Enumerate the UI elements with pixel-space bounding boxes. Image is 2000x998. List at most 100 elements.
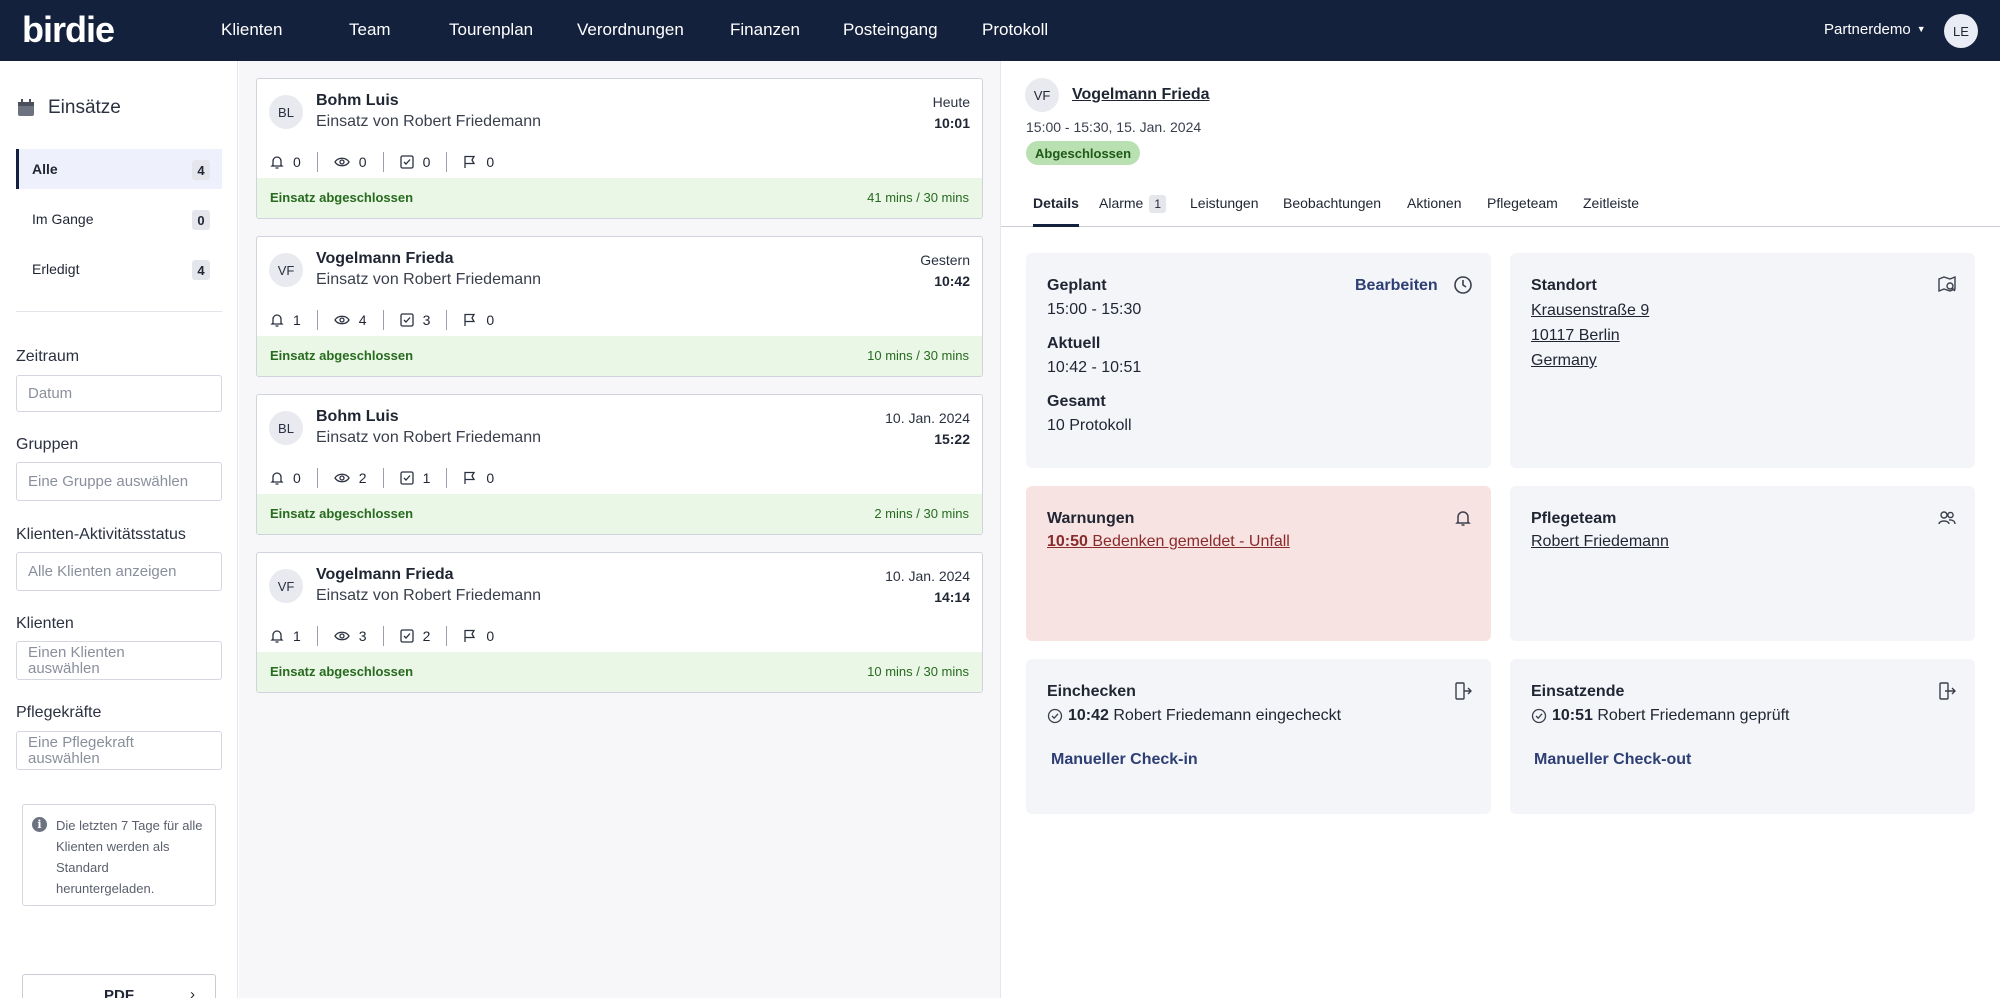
nav-klienten[interactable]: Klienten	[221, 20, 283, 39]
alarm-count-badge: 1	[1149, 195, 1167, 213]
check-circle-icon	[1531, 708, 1547, 724]
client-select[interactable]: Einen Klienten auswählen	[16, 641, 222, 680]
stat-separator	[446, 152, 448, 172]
tab-alarme[interactable]: Alarme 1	[1099, 195, 1167, 213]
visit-stats: 1 3 2 0	[270, 626, 494, 646]
tasks-stat: 2	[399, 628, 431, 644]
observations-stat: 2	[334, 470, 367, 486]
user-avatar[interactable]: LE	[1944, 14, 1978, 48]
check-out-status: 10:51 Robert Friedemann geprüft	[1531, 707, 1789, 725]
sidebar-divider	[16, 311, 222, 312]
caregiver-select[interactable]: Eine Pflegekraft auswählen	[16, 731, 222, 770]
stat-separator	[382, 310, 384, 330]
tab-leistungen[interactable]: Leistungen	[1190, 195, 1259, 211]
bell-icon	[1455, 511, 1471, 526]
tasks-count: 1	[422, 470, 431, 486]
check-out-panel: Einsatzende 10:51 Robert Friedemann gepr…	[1510, 659, 1975, 814]
flags-stat: 0	[463, 628, 494, 644]
client-name: Vogelmann Frieda	[316, 566, 454, 583]
visit-stats: 0 0 0 0	[270, 152, 494, 172]
edit-button[interactable]: Bearbeiten	[1355, 277, 1438, 294]
tab-details[interactable]: Details	[1033, 195, 1079, 211]
filter-erledigt[interactable]: Erledigt 4	[16, 249, 222, 289]
tab-aktionen[interactable]: Aktionen	[1407, 195, 1462, 211]
care-team-panel: Pflegeteam Robert Friedemann	[1510, 486, 1975, 641]
checkbox-icon	[399, 629, 414, 643]
alerts-stat: 0	[270, 470, 301, 486]
address-city[interactable]: 10117 Berlin	[1531, 327, 1620, 344]
visit-card[interactable]: BL Bohm Luis Einsatz von Robert Friedemann…	[256, 394, 983, 535]
tab-beobachtungen[interactable]: Beobachtungen	[1283, 195, 1382, 211]
eye-icon	[334, 631, 350, 641]
filter-label: Alle	[32, 161, 58, 177]
address-street[interactable]: Krausenstraße 9	[1531, 302, 1650, 319]
address-country[interactable]: Germany	[1531, 352, 1597, 369]
date-input[interactable]: Datum	[16, 375, 222, 412]
aktuell-label: Aktuell	[1047, 335, 1101, 352]
birdie-logo[interactable]: birdie	[22, 9, 115, 50]
caret-down-icon: ▼	[1916, 24, 1926, 34]
visit-card[interactable]: VF Vogelmann Frieda Einsatz von Robert Fri…	[256, 236, 983, 377]
visit-stats: 0 2 1 0	[270, 468, 494, 488]
pdf-button[interactable]: PDF ›	[22, 974, 216, 998]
visit-day: Heute	[932, 94, 970, 110]
group-select[interactable]: Eine Gruppe auswählen	[16, 462, 222, 501]
flags-count: 0	[486, 312, 495, 328]
aktuell-value: 10:42 - 10:51	[1047, 359, 1142, 376]
stat-separator	[316, 626, 318, 646]
client-name: Bohm Luis	[316, 92, 399, 109]
visit-status: Einsatz abgeschlossen	[270, 506, 414, 521]
flags-stat: 0	[463, 470, 494, 486]
alerts-stat: 0	[270, 154, 301, 170]
einchecken-label: Einchecken	[1047, 683, 1136, 700]
client-name-link[interactable]: Vogelmann Frieda	[1072, 86, 1210, 103]
warning-text: Bedenken gemeldet - Unfall	[1092, 533, 1290, 550]
visit-status-bar: Einsatz abgeschlossen 10 mins / 30 mins	[257, 336, 982, 376]
nav-verordnungen[interactable]: Verordnungen	[577, 20, 684, 39]
nav-posteingang[interactable]: Posteingang	[843, 20, 938, 39]
filter-count: 0	[192, 210, 210, 230]
exit-door-icon	[1939, 682, 1956, 700]
download-info-box: i Die letzten 7 Tage für alle Klienten w…	[22, 804, 216, 906]
map-search-icon[interactable]	[1937, 275, 1957, 295]
nav-protokoll[interactable]: Protokoll	[982, 20, 1049, 39]
observations-stat: 4	[334, 312, 367, 328]
stat-separator	[382, 152, 384, 172]
checkbox-icon	[399, 155, 414, 169]
sidebar-title: Einsätze	[48, 97, 121, 118]
tab-pflegeteam[interactable]: Pflegeteam	[1487, 195, 1558, 211]
check-circle-icon	[1047, 708, 1063, 724]
visit-card[interactable]: BL Bohm Luis Einsatz von Robert Friedemann…	[256, 78, 983, 219]
filter-im-gange[interactable]: Im Gange 0	[16, 199, 222, 239]
nav-team[interactable]: Team	[349, 20, 391, 39]
visit-status-bar: Einsatz abgeschlossen 2 mins / 30 mins	[257, 494, 982, 534]
check-in-text: Robert Friedemann eingecheckt	[1113, 707, 1342, 724]
care-team-member[interactable]: Robert Friedemann	[1531, 533, 1669, 550]
client-name: Vogelmann Frieda	[316, 250, 454, 267]
tab-zeitleiste[interactable]: Zeitleiste	[1583, 195, 1640, 211]
flag-icon	[464, 629, 476, 642]
tasks-count: 3	[422, 312, 431, 328]
manual-check-out-button[interactable]: Manueller Check-out	[1534, 751, 1692, 768]
filter-alle[interactable]: Alle 4	[16, 149, 222, 189]
visit-duration: 41 mins / 30 mins	[867, 190, 969, 205]
warning-link[interactable]: 10:50 Bedenken gemeldet - Unfall	[1047, 533, 1290, 551]
manual-check-in-button[interactable]: Manueller Check-in	[1051, 751, 1198, 768]
visit-status: Einsatz abgeschlossen	[270, 664, 414, 679]
client-status-select[interactable]: Alle Klienten anzeigen	[16, 552, 222, 591]
stat-separator	[382, 626, 384, 646]
nav-tourenplan[interactable]: Tourenplan	[449, 20, 534, 39]
warnings-panel: Warnungen 10:50 Bedenken gemeldet - Unfa…	[1026, 486, 1491, 641]
tasks-count: 2	[422, 628, 431, 644]
tabs-divider	[1001, 226, 2000, 227]
nav-finanzen[interactable]: Finanzen	[730, 20, 800, 39]
bell-icon	[270, 630, 284, 643]
check-out-time: 10:51	[1552, 707, 1593, 724]
client-avatar: BL	[269, 411, 303, 445]
visit-card[interactable]: VF Vogelmann Frieda Einsatz von Robert Fri…	[256, 552, 983, 693]
flag-icon	[464, 313, 476, 326]
klienten-label: Klienten	[16, 615, 74, 632]
active-tab-indicator	[1033, 224, 1079, 227]
partner-dropdown[interactable]: Partnerdemo ▼	[1824, 21, 1926, 38]
observations-stat: 3	[334, 628, 367, 644]
